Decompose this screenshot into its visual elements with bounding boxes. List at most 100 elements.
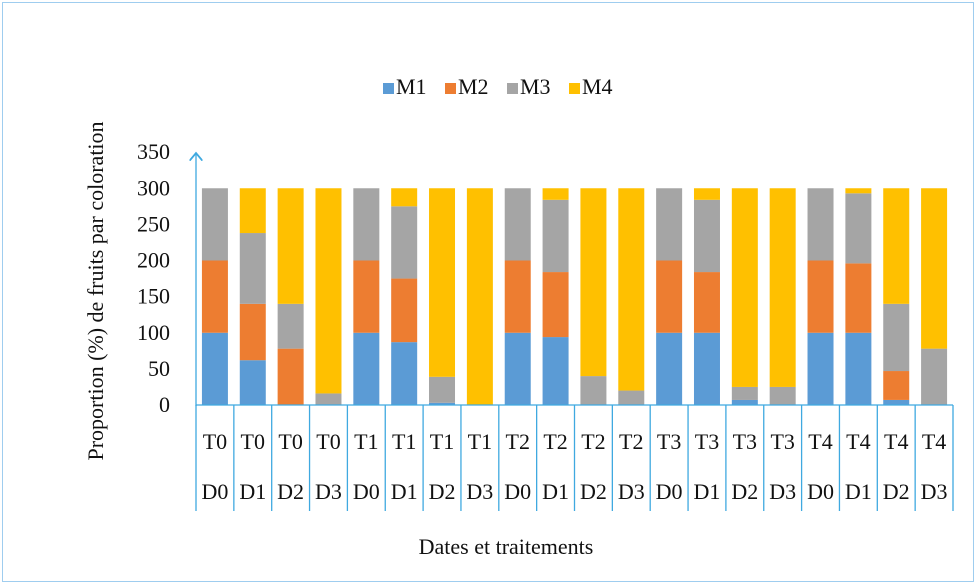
- x-category-label: T3: [770, 429, 794, 454]
- bar-segment-m2: [883, 371, 910, 400]
- legend-swatch: [569, 83, 580, 94]
- bar-segment-m4: [239, 188, 266, 234]
- x-category-label: T2: [543, 429, 567, 454]
- x-category-label: T2: [581, 429, 605, 454]
- bar-segment-m1: [807, 332, 834, 405]
- bar-segment-m3: [769, 386, 796, 405]
- x-category-label: T1: [430, 429, 454, 454]
- bar-segment-m1: [201, 332, 228, 405]
- x-category-label: D3: [618, 479, 645, 504]
- bar-segment-m2: [353, 260, 380, 333]
- x-category-label: T4: [808, 429, 832, 454]
- x-category-label: T3: [657, 429, 681, 454]
- x-category-label: D2: [580, 479, 607, 504]
- y-tick-label: 200: [137, 248, 170, 273]
- x-category-label: T0: [278, 429, 302, 454]
- bar-segment-m1: [429, 402, 456, 405]
- axes: [196, 153, 954, 511]
- bar-segment-m3: [391, 206, 418, 279]
- x-category-label: T3: [695, 429, 719, 454]
- bar-segment-m4: [921, 188, 948, 349]
- x-category-label: D3: [921, 479, 948, 504]
- bar-segment-m3: [239, 233, 266, 304]
- bar-segment-m1: [504, 332, 531, 405]
- bar-segment-m4: [429, 188, 456, 377]
- bar-segment-m2: [693, 272, 720, 333]
- x-category-label: D1: [239, 479, 266, 504]
- y-tick-label: 350: [137, 139, 170, 164]
- x-category-label: T4: [922, 429, 946, 454]
- bar-segment-m2: [201, 260, 228, 333]
- bar-segment-m4: [845, 188, 872, 194]
- bar-segment-m1: [731, 399, 758, 405]
- bar-segment-m1: [391, 342, 418, 405]
- x-category-label: D2: [883, 479, 910, 504]
- x-category-label: T1: [392, 429, 416, 454]
- bar-segment-m2: [504, 260, 531, 333]
- legend-label: M3: [520, 74, 551, 99]
- bar-segment-m4: [769, 188, 796, 387]
- x-category-label: T2: [619, 429, 643, 454]
- bar-segment-m1: [845, 332, 872, 405]
- legend-label: M1: [396, 74, 427, 99]
- x-category-label: D3: [315, 479, 342, 504]
- x-category-label: T4: [884, 429, 908, 454]
- bar-segment-m1: [542, 337, 569, 405]
- bar-segment-m4: [277, 188, 304, 304]
- y-tick-label: 0: [159, 392, 170, 417]
- bar-segment-m4: [315, 188, 342, 394]
- bar-segment-m3: [277, 303, 304, 349]
- bar-segment-m4: [542, 188, 569, 200]
- x-category-label: D2: [731, 479, 758, 504]
- y-tick-label: 300: [137, 175, 170, 200]
- x-category-label: T0: [316, 429, 340, 454]
- x-axis-label: Dates et traitements: [419, 534, 594, 559]
- bar-segment-m4: [883, 188, 910, 304]
- bar-segment-m1: [883, 399, 910, 405]
- bars: [201, 188, 948, 405]
- y-axis-ticks: 0 50 100 150 200 250 300 350: [137, 139, 170, 417]
- legend-swatch: [445, 83, 456, 94]
- x-category-label: D0: [807, 479, 834, 504]
- bar-segment-m3: [353, 188, 380, 261]
- bar-segment-m3: [693, 199, 720, 273]
- x-axis-categories: T0 D0 T0 D1 T0 D2 T0 D3 T1 D0 T1 D1 T1 D2 T1 D3 T2 D0 T2 D1…: [201, 429, 947, 504]
- bar-segment-m2: [656, 260, 683, 333]
- x-category-label: D1: [391, 479, 418, 504]
- bar-segment-m2: [542, 272, 569, 338]
- bar-segment-m1: [693, 332, 720, 405]
- bar-segment-m4: [391, 188, 418, 207]
- bar-segment-m3: [883, 303, 910, 372]
- y-tick-label: 250: [137, 211, 170, 236]
- x-category-label: T3: [733, 429, 757, 454]
- y-tick-label: 150: [137, 284, 170, 309]
- x-category-label: T0: [241, 429, 265, 454]
- bar-segment-m3: [542, 199, 569, 273]
- x-category-label: D0: [201, 479, 228, 504]
- x-category-label: D2: [277, 479, 304, 504]
- bar-segment-m3: [845, 193, 872, 264]
- legend-swatch: [383, 83, 394, 94]
- bar-segment-m3: [618, 390, 645, 405]
- bar-segment-m3: [315, 393, 342, 405]
- legend: M1 M2 M3 M4: [383, 74, 613, 99]
- x-category-label: D3: [466, 479, 493, 504]
- x-category-label: T1: [354, 429, 378, 454]
- bar-segment-m3: [656, 188, 683, 261]
- bar-segment-m3: [731, 386, 758, 400]
- bar-segment-m3: [807, 188, 834, 261]
- bar-segment-m2: [239, 303, 266, 361]
- x-category-label: D3: [769, 479, 796, 504]
- x-category-label: T4: [846, 429, 870, 454]
- bar-segment-m3: [921, 348, 948, 405]
- bar-segment-m3: [504, 188, 531, 261]
- x-category-label: D0: [353, 479, 380, 504]
- bar-segment-m2: [391, 278, 418, 343]
- bar-segment-m4: [693, 188, 720, 200]
- bar-segment-m2: [807, 260, 834, 333]
- y-tick-label: 50: [148, 356, 170, 381]
- x-category-label: T2: [506, 429, 530, 454]
- x-category-label: D1: [542, 479, 569, 504]
- bar-segment-m2: [845, 263, 872, 333]
- bar-segment-m1: [239, 360, 266, 405]
